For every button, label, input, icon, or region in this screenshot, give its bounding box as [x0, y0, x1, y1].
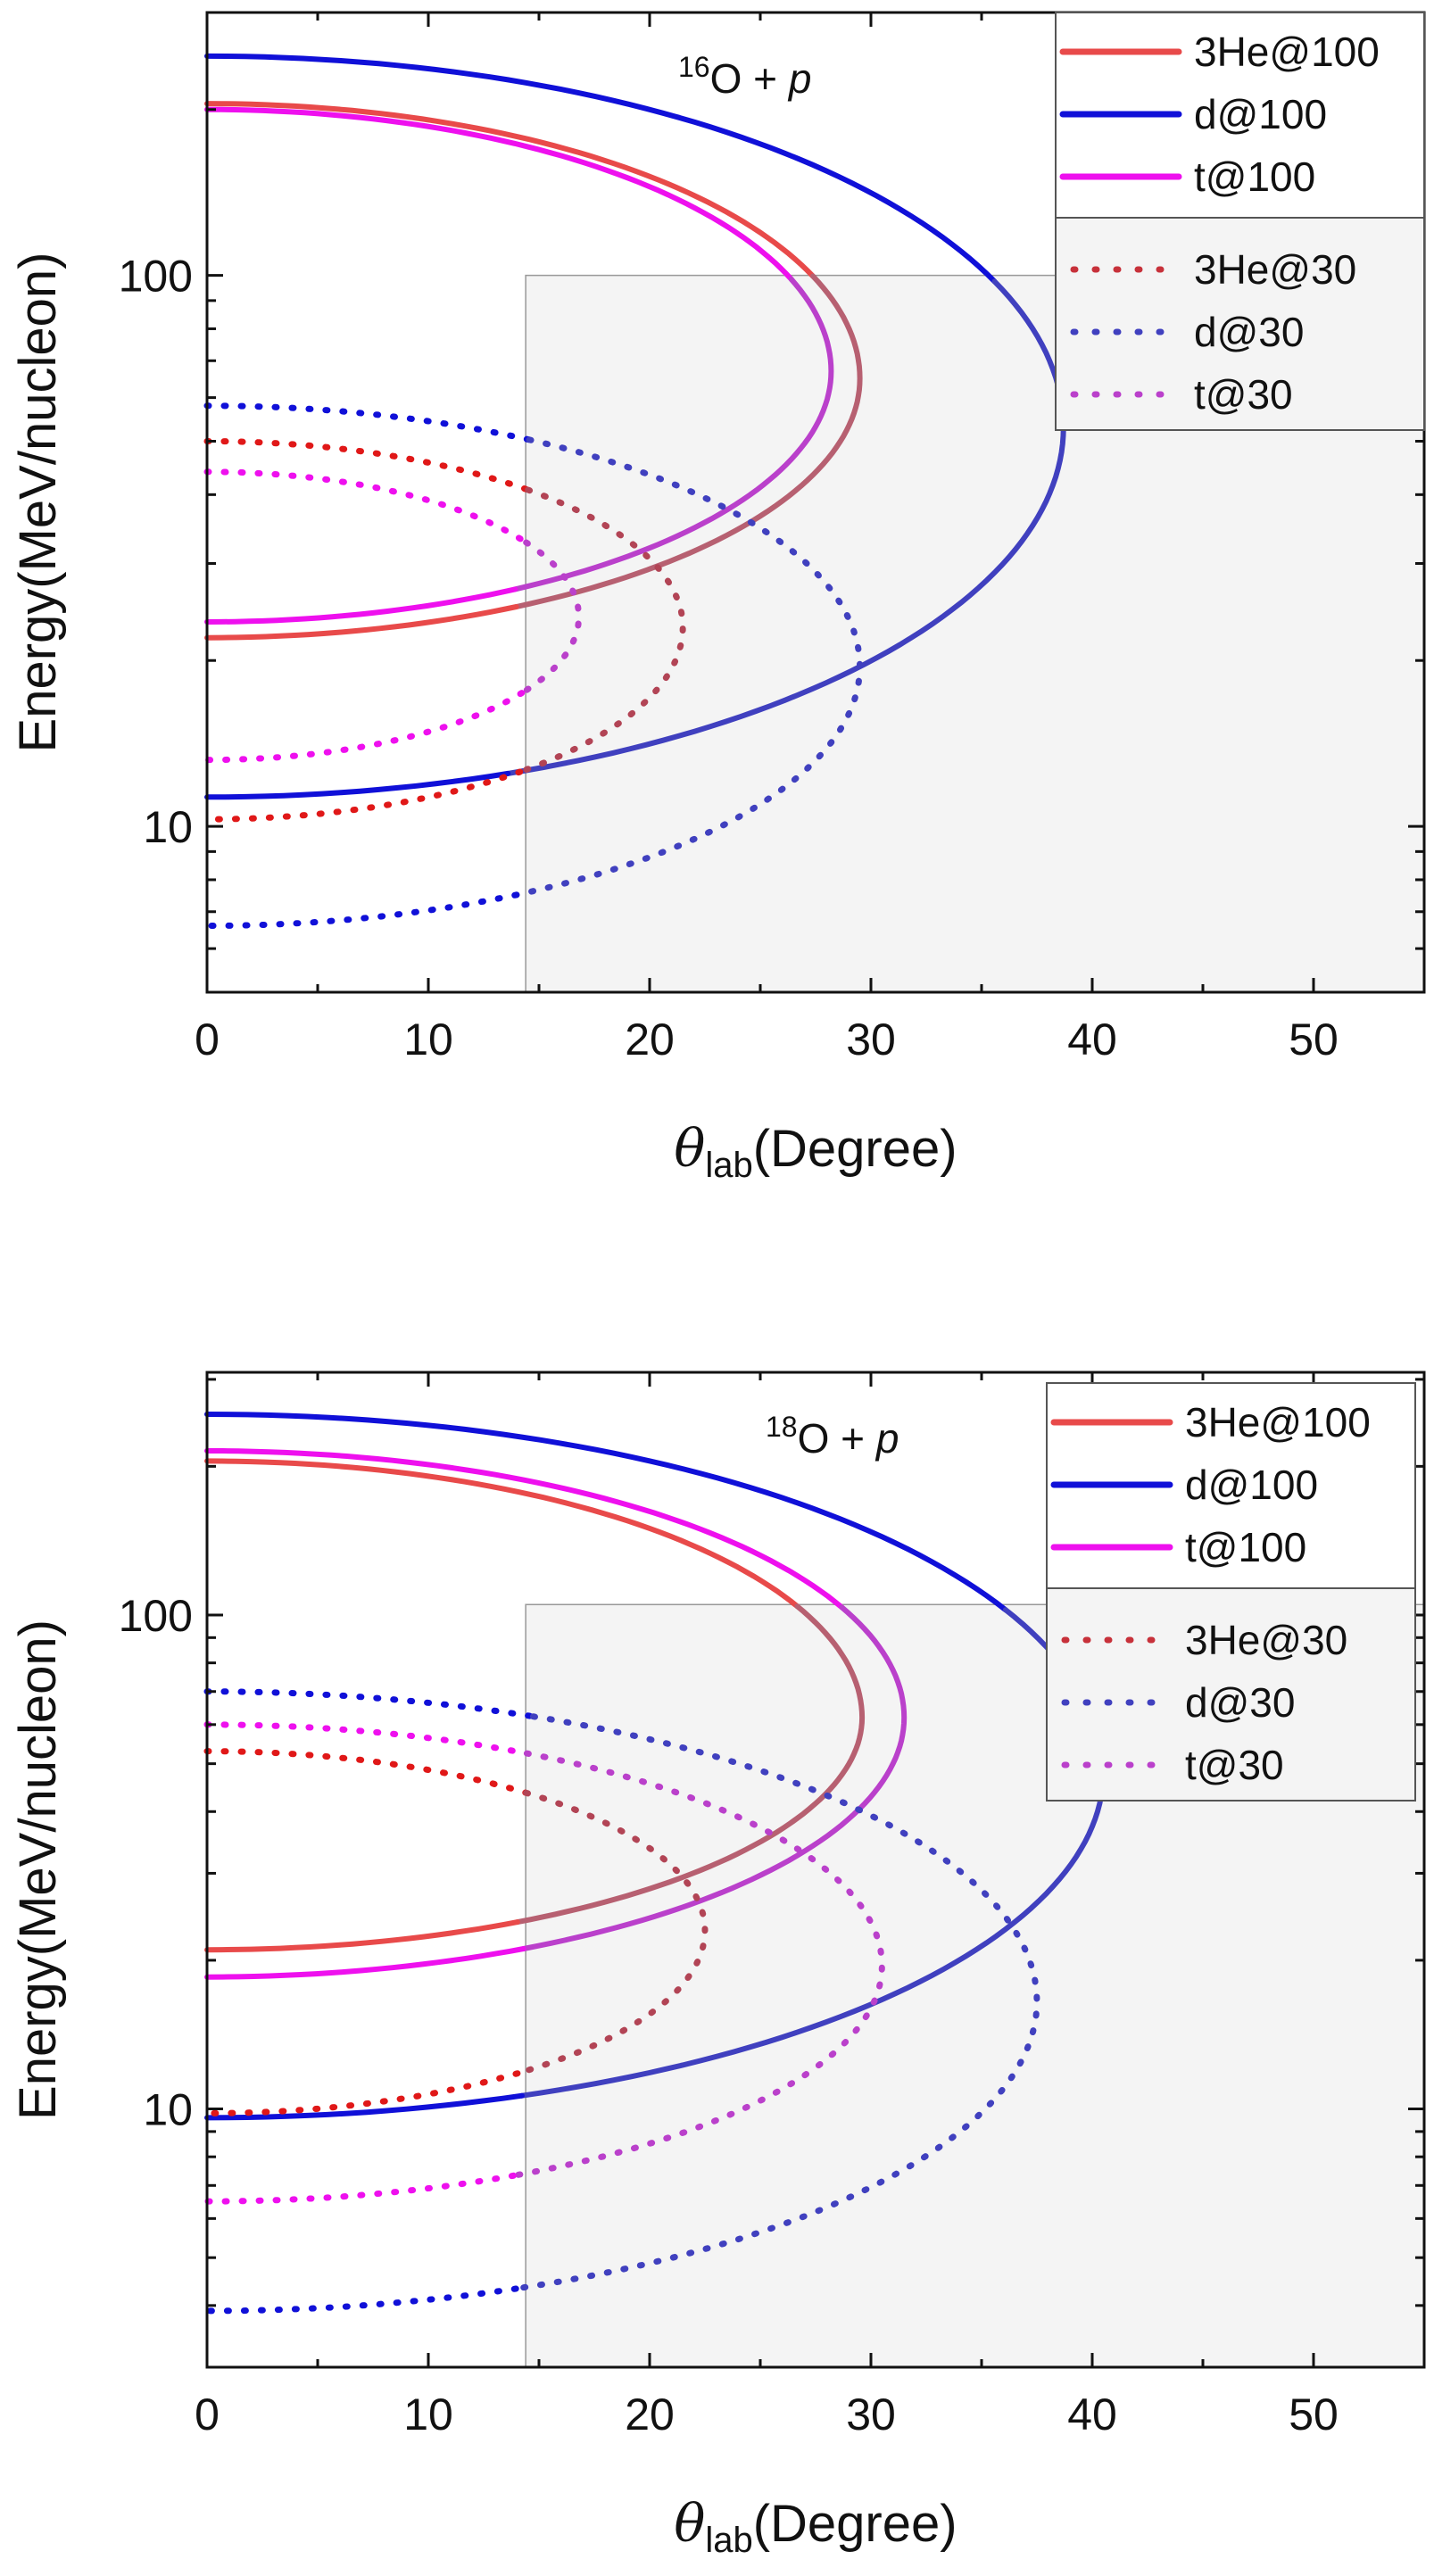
legend-label: 3He@100: [1194, 29, 1380, 75]
legend-label: t@100: [1194, 153, 1315, 200]
plot-frame: [205, 1371, 1426, 2369]
x-axis-label: θlab(Degree): [674, 1118, 957, 1185]
y-tick-label: 100: [119, 252, 193, 302]
y-tick-label: 10: [143, 802, 193, 852]
x-tick-label: 0: [195, 1015, 220, 1064]
series-3He@100: [204, 101, 863, 641]
legend-label: 3He@30: [1194, 246, 1356, 293]
x-tick-label: 40: [1067, 2390, 1117, 2439]
series-line-segment: [203, 438, 532, 493]
series-line-segment: [204, 604, 519, 641]
legend-label: t@30: [1185, 1742, 1284, 1788]
x-tick-label: 0: [195, 2390, 220, 2439]
series-line-segment: [203, 768, 524, 823]
series-line-segment: [203, 402, 533, 443]
annotation-italic: p: [874, 1415, 899, 1462]
legend-label: 3He@30: [1185, 1617, 1347, 1663]
series-t@100: [204, 106, 834, 625]
y-tick-label: 10: [143, 2085, 193, 2135]
series-line-segment: [204, 2092, 525, 2121]
series-t@100: [204, 1448, 908, 1980]
series-line-segment: [204, 1448, 845, 1611]
annotation-italic: p: [787, 55, 812, 102]
legend-label: d@100: [1194, 91, 1327, 137]
legend-label: d@30: [1194, 309, 1304, 355]
y-axis-label: Energy(MeV/nucleon): [9, 1619, 67, 2120]
y-axis-label: Energy(MeV/nucleon): [9, 253, 67, 753]
series-line-segment: [510, 1750, 885, 2179]
series-line-segment: [204, 770, 511, 800]
series-line-segment: [203, 891, 520, 929]
series-t@30: [203, 468, 583, 764]
series-line-segment: [204, 1458, 800, 1610]
annotation-text: O +: [710, 55, 789, 102]
series-line-segment: [204, 1946, 526, 1980]
series-line-segment: [512, 1713, 1040, 2292]
series-line-segment: [204, 1412, 1008, 1613]
legend: 3He@100 d@100 t@100 3He@30 d@30 t@30: [1046, 1382, 1416, 1802]
series-line-segment: [204, 1919, 520, 1953]
x-axis-symbol: θ: [674, 1118, 705, 1179]
series-d@30: [203, 1688, 1040, 2315]
series-line-segment: [203, 1688, 536, 1720]
x-axis-unit: (Degree): [753, 2495, 957, 2553]
series-line-segment: [520, 1604, 908, 1951]
legend-label: 3He@100: [1185, 1399, 1371, 1445]
series-3He@100: [204, 1458, 866, 1953]
annotation-superscript: 18: [766, 1411, 798, 1443]
series-3He@30: [203, 438, 686, 823]
x-tick-label: 30: [846, 1015, 896, 1064]
series-line-segment: [204, 53, 998, 285]
series-3He@30: [203, 1748, 709, 2116]
annotation-text: O +: [798, 1415, 876, 1462]
series-line-segment: [203, 1748, 530, 1796]
x-tick-label: 50: [1289, 2390, 1339, 2439]
annotation-superscript: 16: [678, 51, 710, 83]
y-tick-label: 100: [119, 1591, 193, 1641]
legend-label: t@30: [1194, 371, 1293, 418]
x-tick-label: 10: [403, 1015, 453, 1064]
series-line-segment: [512, 277, 834, 592]
legend-label: d@100: [1185, 1462, 1318, 1508]
x-axis-label: θlab(Degree): [674, 2493, 957, 2560]
series-line-segment: [204, 101, 816, 279]
x-axis-subscript: lab: [705, 1146, 752, 1185]
x-axis-symbol: θ: [674, 2493, 705, 2554]
legend-label: d@30: [1185, 1679, 1295, 1726]
series-t@30: [203, 1721, 885, 2205]
series-line-segment: [203, 2070, 521, 2116]
series-line-segment: [517, 486, 686, 775]
series-line-segment: [514, 1789, 709, 2077]
legend-label: t@100: [1185, 1524, 1306, 1570]
series-d@30: [203, 402, 864, 929]
reaction-annotation: 18O + p: [766, 1411, 899, 1462]
series-line-segment: [518, 539, 583, 697]
x-tick-label: 20: [625, 2390, 675, 2439]
series-line-segment: [203, 2172, 517, 2205]
series-line-segment: [513, 273, 863, 609]
plot-frame: [205, 11, 1426, 994]
series-line-segment: [203, 1721, 530, 1757]
x-axis-unit: (Degree): [753, 1120, 957, 1178]
chart-panel-2: 0 10 20 30 40 50 10 100 Energy(MeV/nucleon) θlab(…: [9, 1371, 1426, 2560]
series-line-segment: [204, 586, 518, 625]
x-axis-subscript: lab: [705, 2521, 752, 2560]
chart-panel-1: 0 10 20 30 40 50 10 100 Energy(MeV/nucleon) θlab(…: [9, 11, 1426, 1185]
x-tick-label: 10: [403, 2390, 453, 2439]
series-line-segment: [513, 436, 864, 899]
series-line-segment: [204, 106, 794, 282]
x-tick-label: 40: [1067, 1015, 1117, 1064]
x-tick-label: 30: [846, 2390, 896, 2439]
series-line-segment: [203, 690, 526, 764]
series-line-segment: [514, 1603, 866, 1926]
series-line-segment: [203, 468, 530, 546]
reaction-annotation: 16O + p: [678, 51, 811, 102]
x-tick-label: 50: [1289, 1015, 1339, 1064]
x-tick-label: 20: [625, 1015, 675, 1064]
series-line-segment: [203, 2285, 519, 2315]
legend: 3He@100 d@100 t@100 3He@30 d@30 t@30: [1055, 12, 1425, 431]
